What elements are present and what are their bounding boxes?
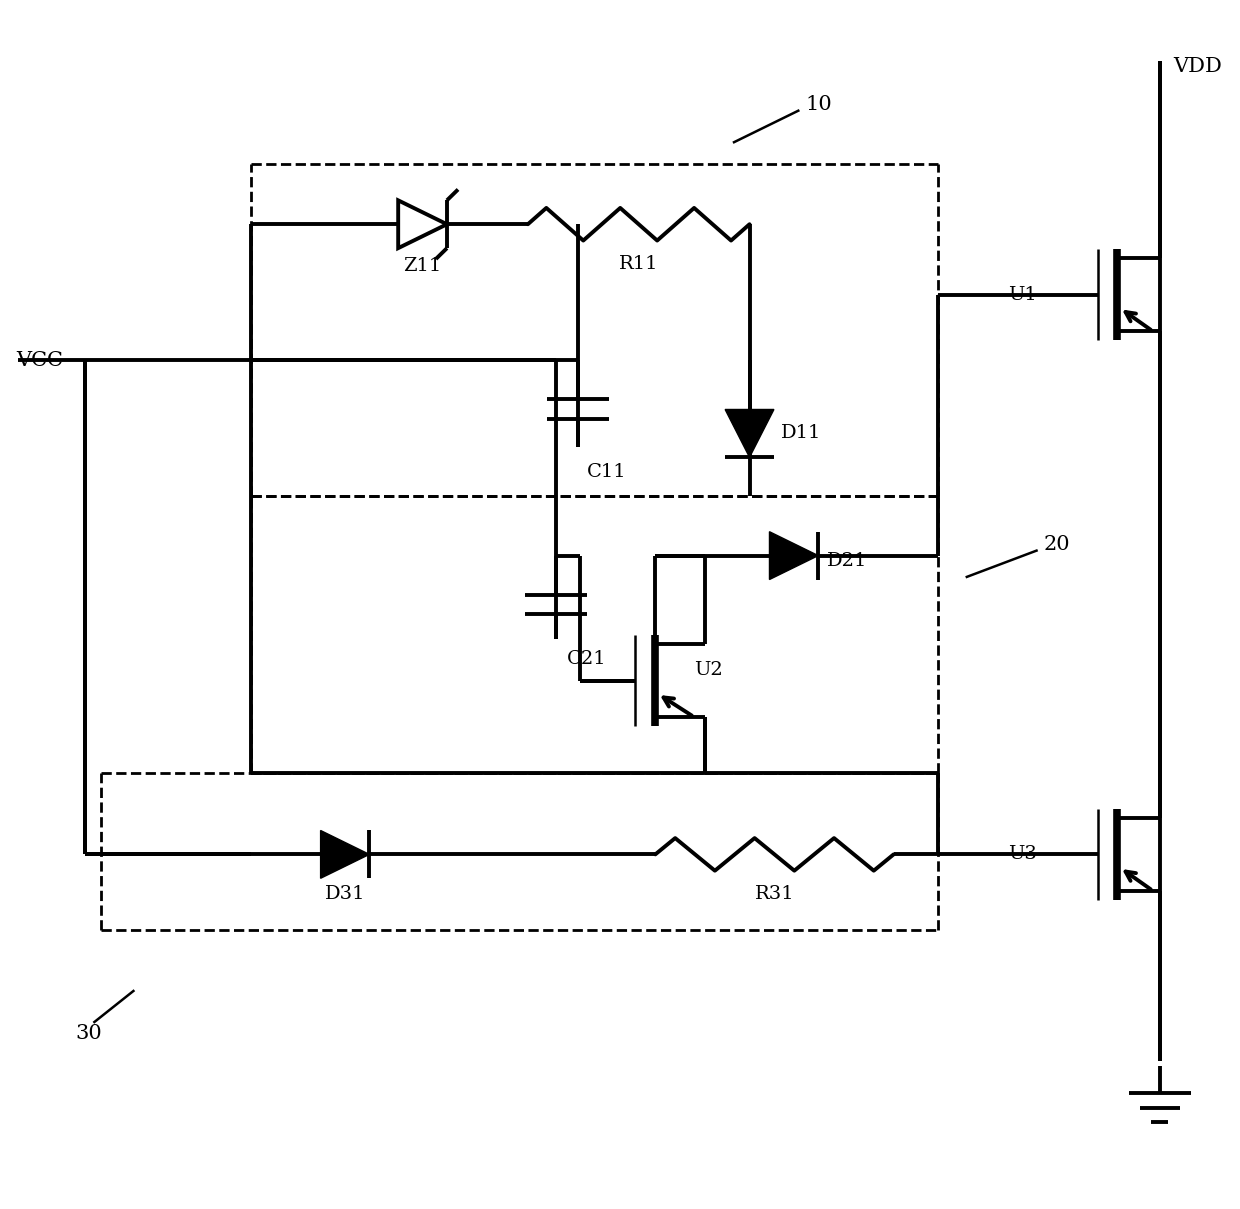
Polygon shape [770,532,818,579]
Polygon shape [725,410,774,457]
Text: 20: 20 [1043,536,1070,554]
Text: C21: C21 [567,650,606,669]
Text: 30: 30 [76,1024,103,1043]
Text: C11: C11 [587,463,626,481]
Text: 10: 10 [805,96,832,114]
Text: D11: D11 [780,424,821,442]
Text: U3: U3 [1008,845,1037,863]
Polygon shape [321,831,370,878]
Text: D21: D21 [827,553,868,569]
Text: R31: R31 [755,885,795,903]
Text: VCC: VCC [16,351,63,370]
Text: VDD: VDD [1173,57,1221,76]
Text: R11: R11 [619,255,658,273]
Text: U1: U1 [1008,285,1037,303]
Text: D31: D31 [325,885,366,903]
Text: U2: U2 [694,660,723,678]
Text: Z11: Z11 [403,256,441,274]
